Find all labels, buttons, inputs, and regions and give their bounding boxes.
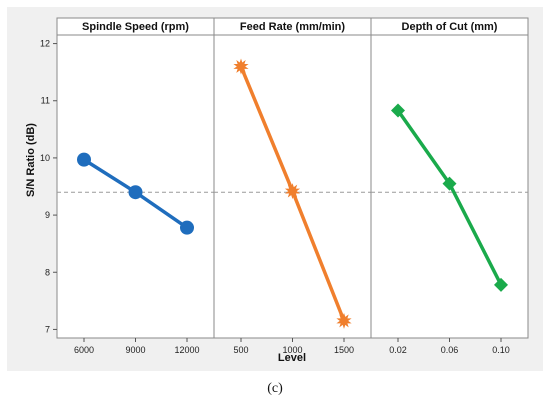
x-tick-label: 1000	[282, 345, 302, 355]
data-point	[233, 58, 249, 75]
data-point	[180, 220, 194, 235]
y-tick-label: 10	[40, 153, 50, 163]
data-point	[128, 185, 143, 200]
data-point	[494, 277, 508, 292]
panel-title: Depth of Cut (mm)	[402, 21, 498, 33]
x-tick-label: 0.02	[389, 345, 407, 355]
panel-title-strip	[370, 17, 529, 36]
x-tick-label: 6000	[74, 345, 94, 355]
y-axis: 7 8 9 10 11 12	[40, 39, 57, 334]
data-point	[77, 152, 91, 167]
data-point	[442, 176, 457, 191]
x-axis: 6000 9000 12000 500 1000 1500 0.02 0.06 0.10	[74, 338, 510, 355]
data-point	[391, 103, 405, 118]
x-tick-label: 1500	[334, 345, 354, 355]
panel-3: Depth of Cut (mm)	[370, 17, 529, 339]
y-tick-label: 9	[45, 210, 50, 220]
y-tick-label: 8	[45, 267, 50, 277]
y-tick-label: 12	[40, 39, 50, 49]
panel-title: Spindle Speed (rpm)	[82, 21, 189, 33]
data-point	[336, 312, 352, 329]
y-axis-title: S/N Ratio (dB)	[25, 123, 37, 197]
x-tick-label: 12000	[174, 345, 199, 355]
data-point	[284, 183, 301, 200]
x-axis-title: Level	[278, 352, 306, 364]
panel-1: Spindle Speed (rpm)	[56, 17, 215, 339]
x-tick-label: 500	[233, 345, 248, 355]
x-tick-label: 0.10	[492, 345, 510, 355]
figure-caption: (c)	[267, 381, 283, 396]
y-tick-label: 11	[41, 96, 50, 106]
x-tick-label: 0.06	[441, 345, 459, 355]
panels: Spindle Speed (rpm) Feed Rate (mm/min) Dep…	[56, 17, 529, 339]
x-tick-label: 9000	[125, 345, 145, 355]
y-tick-label: 7	[45, 324, 50, 334]
panel-2: Feed Rate (mm/min)	[213, 17, 372, 339]
panel-title: Feed Rate (mm/min)	[240, 21, 345, 33]
